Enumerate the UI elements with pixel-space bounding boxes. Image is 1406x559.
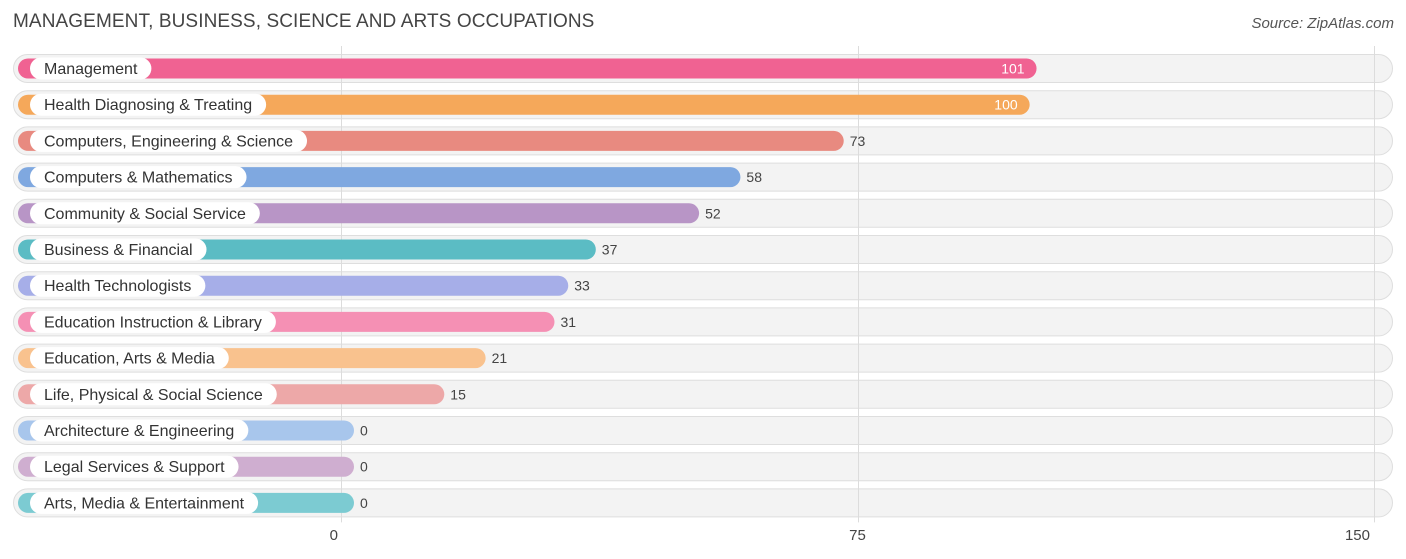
category-label: Education Instruction & Library — [44, 314, 262, 331]
category-label: Architecture & Engineering — [44, 423, 234, 440]
value-label: 21 — [492, 350, 508, 366]
category-label-pill — [30, 455, 239, 478]
value-label: 31 — [560, 314, 576, 330]
value-label: 33 — [574, 278, 590, 294]
category-label: Education, Arts & Media — [44, 351, 215, 368]
row-track — [13, 488, 1393, 518]
value-label: 0 — [360, 495, 368, 511]
x-tick-label: 150 — [1345, 527, 1370, 544]
category-label-pill — [30, 166, 247, 189]
category-label-pill — [30, 274, 206, 297]
category-label: Management — [44, 61, 138, 78]
value-label: 37 — [602, 242, 618, 258]
category-label-pill — [30, 310, 276, 333]
category-label: Arts, Media & Entertainment — [44, 495, 245, 512]
category-label-pill — [30, 491, 259, 514]
value-label: 101 — [1001, 61, 1025, 77]
category-label: Life, Physical & Social Science — [44, 387, 263, 404]
row-track — [13, 416, 1393, 445]
category-label: Health Diagnosing & Treating — [44, 97, 252, 114]
category-label-pill — [30, 419, 249, 442]
value-label: 15 — [450, 386, 466, 402]
category-label: Computers, Engineering & Science — [44, 133, 293, 150]
category-label-pill — [30, 238, 207, 261]
value-label: 0 — [360, 459, 368, 475]
category-label: Business & Financial — [44, 242, 193, 259]
category-label-pill — [30, 93, 267, 116]
category-label-pill — [30, 347, 229, 370]
value-label: 58 — [746, 169, 762, 185]
category-label: Health Technologists — [44, 278, 191, 295]
category-label: Community & Social Service — [44, 206, 246, 223]
chart-title: MANAGEMENT, BUSINESS, SCIENCE AND ARTS O… — [13, 11, 595, 32]
source-label: Source: ZipAtlas.com — [1251, 15, 1394, 32]
bar-management — [18, 58, 1037, 79]
value-label: 52 — [705, 205, 721, 221]
row-track — [13, 452, 1393, 482]
category-label: Computers & Mathematics — [44, 170, 233, 187]
category-label-pill — [30, 57, 152, 80]
value-label: 100 — [994, 97, 1018, 113]
category-label-pill — [30, 383, 277, 406]
value-label: 73 — [850, 133, 866, 149]
x-tick-label: 0 — [330, 527, 338, 544]
category-label: Legal Services & Support — [44, 459, 225, 476]
x-tick-label: 75 — [849, 527, 866, 544]
category-label-pill — [30, 202, 260, 225]
bar-health-diagnosing-treating — [18, 94, 1030, 115]
category-label-pill — [30, 129, 308, 152]
value-label: 0 — [360, 423, 368, 439]
